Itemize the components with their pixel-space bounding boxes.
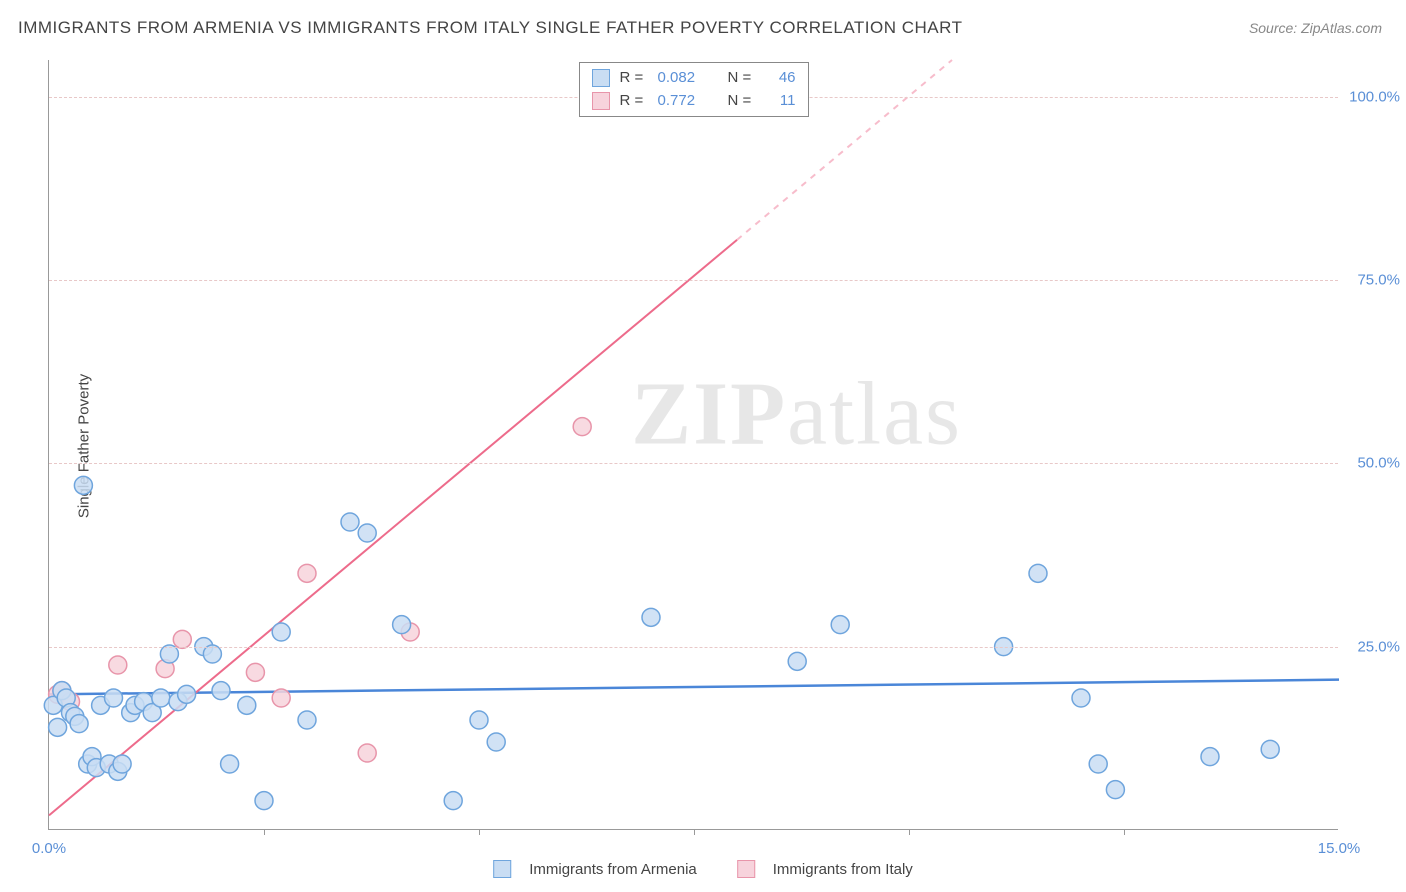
- plot-svg: [49, 60, 1338, 829]
- legend-item-italy: Immigrants from Italy: [737, 860, 913, 878]
- y-tick-label: 50.0%: [1357, 455, 1400, 472]
- series-legend: Immigrants from Armenia Immigrants from …: [493, 860, 913, 878]
- gridline-h: [49, 647, 1338, 648]
- legend-label-armenia: Immigrants from Armenia: [529, 861, 697, 878]
- y-tick-label: 25.0%: [1357, 638, 1400, 655]
- plot-area: ZIPatlas R = 0.082 N = 46 R = 0.772 N = …: [48, 60, 1338, 830]
- source-attribution: Source: ZipAtlas.com: [1249, 20, 1382, 36]
- n-label: N =: [728, 67, 766, 90]
- r-label: R =: [620, 90, 658, 113]
- legend-swatch-pink: [737, 860, 755, 878]
- r-value-italy: 0.772: [658, 90, 728, 113]
- x-tick-mark: [909, 829, 910, 835]
- legend-swatch-pink: [592, 92, 610, 110]
- x-tick-label: 15.0%: [1318, 840, 1361, 857]
- x-tick-mark: [264, 829, 265, 835]
- r-value-armenia: 0.082: [658, 67, 728, 90]
- n-value-armenia: 46: [766, 67, 796, 90]
- legend-swatch-blue: [592, 69, 610, 87]
- legend-label-italy: Immigrants from Italy: [773, 861, 913, 878]
- n-label: N =: [728, 90, 766, 113]
- correlation-legend: R = 0.082 N = 46 R = 0.772 N = 11: [579, 62, 809, 117]
- legend-swatch-blue: [493, 860, 511, 878]
- legend-row: R = 0.082 N = 46: [592, 67, 796, 90]
- x-tick-mark: [1124, 829, 1125, 835]
- r-label: R =: [620, 67, 658, 90]
- y-tick-label: 100.0%: [1349, 88, 1400, 105]
- gridline-h: [49, 463, 1338, 464]
- legend-row: R = 0.772 N = 11: [592, 90, 796, 113]
- chart-title: IMMIGRANTS FROM ARMENIA VS IMMIGRANTS FR…: [18, 18, 963, 38]
- gridline-h: [49, 280, 1338, 281]
- x-tick-mark: [694, 829, 695, 835]
- legend-item-armenia: Immigrants from Armenia: [493, 860, 697, 878]
- x-tick-mark: [479, 829, 480, 835]
- x-tick-label: 0.0%: [32, 840, 66, 857]
- chart-container: IMMIGRANTS FROM ARMENIA VS IMMIGRANTS FR…: [0, 0, 1406, 892]
- n-value-italy: 11: [766, 90, 796, 113]
- y-tick-label: 75.0%: [1357, 272, 1400, 289]
